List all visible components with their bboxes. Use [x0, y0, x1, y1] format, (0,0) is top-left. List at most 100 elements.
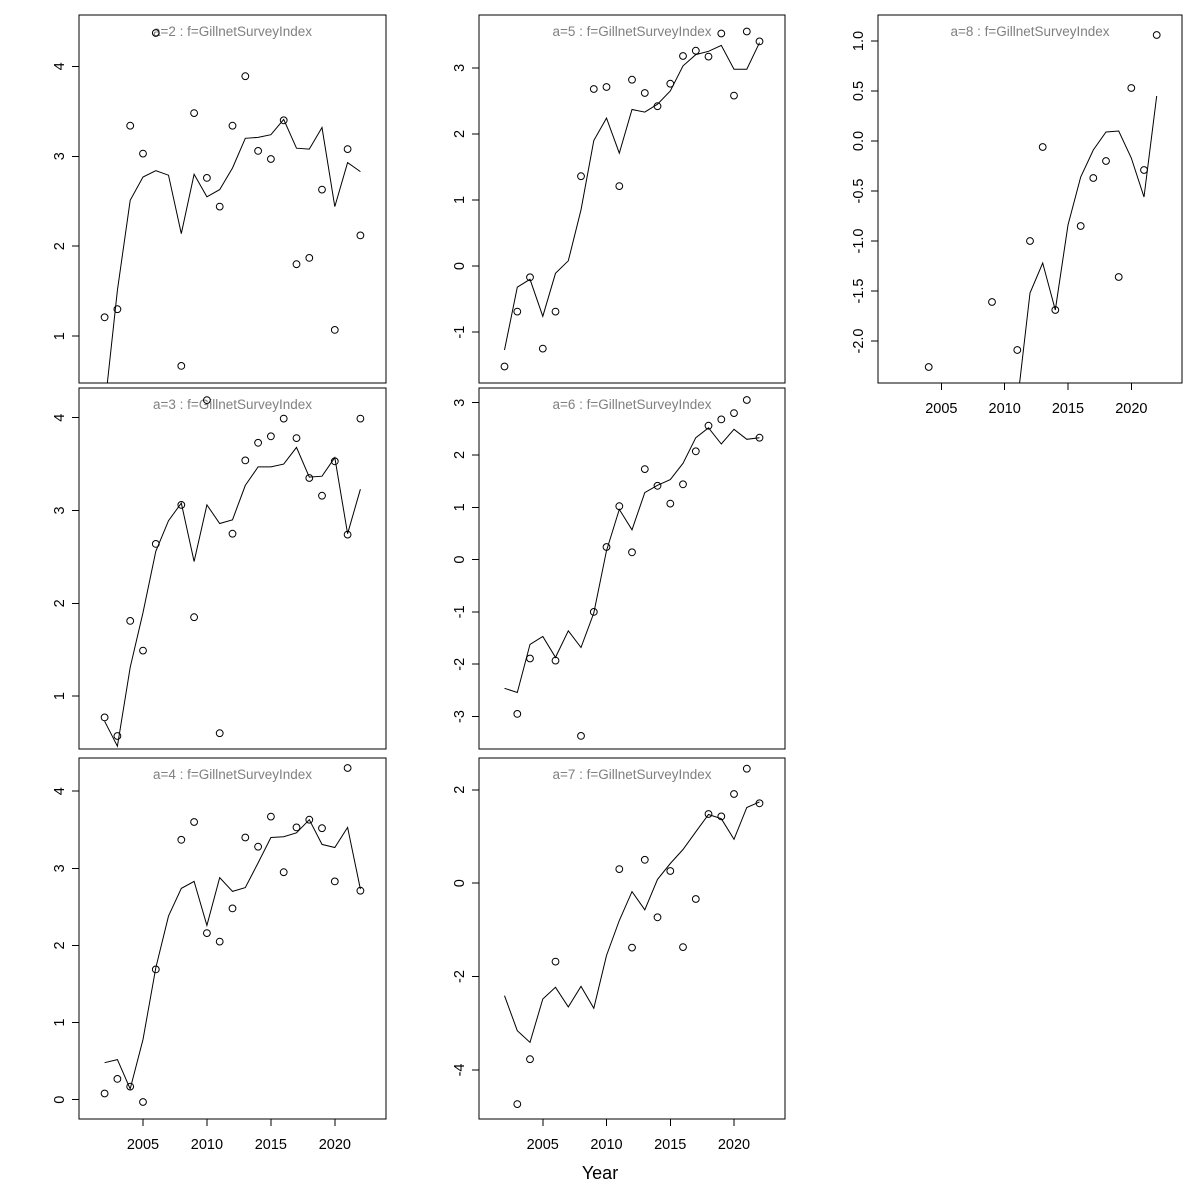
x-tick-label: 2005: [925, 401, 957, 417]
data-point: [551, 307, 560, 316]
panel-a6: a=6 : f=GillnetSurveyIndex -3 -2 -1 0 1 2 3: [452, 387, 786, 750]
data-point: [100, 1089, 109, 1098]
data-point: [755, 433, 764, 442]
data-point: [513, 710, 522, 718]
data-point: [126, 121, 135, 130]
panel-border: [78, 14, 387, 384]
data-point: [151, 965, 160, 974]
data-point: [100, 713, 109, 722]
data-point: [343, 530, 352, 539]
y-tick-label: 3: [52, 506, 68, 514]
panel-title: a=2 : f=GillnetSurveyIndex: [153, 24, 312, 39]
data-point: [279, 414, 288, 423]
data-point: [589, 85, 598, 93]
data-point: [1051, 306, 1060, 314]
y-tick-label: -0.5: [851, 179, 867, 204]
y-tick-label: 0: [452, 262, 468, 270]
data-point: [742, 764, 751, 773]
data-point: [653, 913, 662, 922]
data-point: [551, 957, 560, 966]
data-point: [190, 818, 199, 826]
data-point: [343, 145, 352, 154]
data-point: [577, 732, 585, 740]
data-point: [526, 654, 534, 663]
data-point: [628, 548, 636, 557]
data-point: [526, 1055, 534, 1064]
data-point: [228, 904, 237, 913]
data-point: [742, 27, 751, 36]
data-point: [254, 438, 263, 447]
data-point: [615, 502, 624, 511]
panel-border: [478, 757, 786, 1120]
data-point: [292, 434, 301, 443]
x-tick-label: 2015: [654, 1137, 686, 1153]
data-point: [602, 543, 611, 551]
y-tick-label: -2.0: [851, 329, 867, 354]
data-point: [691, 46, 700, 55]
data-point: [113, 305, 122, 314]
x-tick-label: 2015: [1052, 401, 1084, 417]
y-tick-label: 4: [52, 787, 68, 795]
y-tick-label: -2: [452, 970, 468, 983]
data-point: [640, 465, 649, 474]
data-point: [126, 1082, 135, 1091]
data-point: [602, 83, 611, 91]
y-tick-label: 0: [52, 1096, 68, 1104]
panel-title: a=7 : f=GillnetSurveyIndex: [552, 767, 711, 782]
x-tick-label: 2010: [191, 1137, 223, 1153]
y-tick-label: 1: [52, 332, 68, 340]
panel-a2: a=2 : f=GillnetSurveyIndex 1 2 3 4: [52, 14, 387, 384]
data-point: [113, 1075, 122, 1083]
y-tick-label: -1.0: [851, 229, 867, 254]
panel-a5: a=5 : f=GillnetSurveyIndex -1 0 1 2 3: [452, 14, 786, 384]
data-point: [139, 1098, 147, 1106]
data-point: [177, 835, 186, 844]
panel-data: [100, 396, 365, 748]
data-point: [1102, 157, 1110, 165]
data-point: [551, 656, 560, 665]
data-point: [526, 273, 534, 282]
data-point: [691, 895, 700, 903]
y-tick-label: 1: [52, 1019, 68, 1027]
y-tick-label: 2: [452, 786, 468, 794]
data-point: [730, 790, 738, 798]
y-tick-label: 2: [452, 130, 468, 138]
data-point: [215, 202, 224, 211]
data-point: [1026, 237, 1034, 245]
x-tick-label: 2010: [989, 401, 1021, 417]
y-tick-label: 1: [52, 692, 68, 700]
x-tick-label: 2020: [319, 1137, 351, 1153]
data-point: [330, 326, 339, 334]
data-point: [267, 812, 275, 821]
data-point: [577, 172, 585, 181]
data-point: [1140, 166, 1148, 174]
panel-data: [100, 29, 365, 383]
data-point: [1013, 346, 1022, 354]
data-point: [755, 37, 764, 46]
data-point: [1038, 143, 1047, 151]
x-tick-label: 2020: [718, 1137, 750, 1153]
data-point: [305, 474, 314, 482]
data-point: [640, 89, 649, 97]
fit-line: [104, 446, 361, 748]
data-point: [330, 877, 339, 886]
data-point: [717, 415, 726, 424]
data-point: [640, 855, 649, 864]
panel-title: a=5 : f=GillnetSurveyIndex: [552, 24, 711, 39]
data-point: [318, 185, 326, 194]
panel-a4: a=4 : f=GillnetSurveyIndex 0 1 2 3 4 2005 2010 2…: [52, 757, 387, 1153]
data-point: [500, 362, 509, 371]
data-point: [755, 799, 764, 808]
data-point: [666, 499, 675, 508]
data-point: [988, 298, 996, 306]
y-tick-label: -2: [452, 658, 468, 671]
data-point: [241, 456, 250, 465]
data-point: [356, 886, 365, 895]
data-point: [228, 529, 237, 538]
data-point: [279, 116, 288, 125]
panel-border: [478, 14, 786, 384]
y-tick-label: 1.0: [851, 31, 867, 51]
y-tick-label: 0: [452, 879, 468, 887]
data-point: [139, 646, 147, 655]
